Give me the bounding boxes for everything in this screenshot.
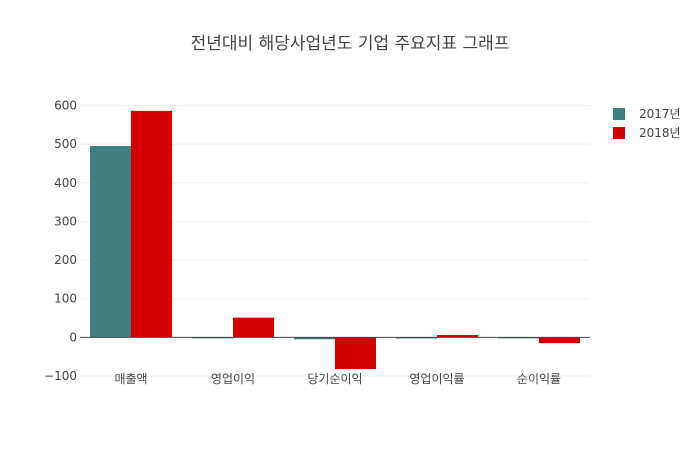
- x-axis-ticks: 매출액 영업이익 당기순이익 영업이익률 순이익률: [114, 372, 561, 386]
- y-tick-label: −100: [44, 369, 77, 383]
- legend-swatch[interactable]: [613, 127, 625, 139]
- bar-2018-1[interactable]: [131, 110, 172, 338]
- x-tick-label: 영업이익: [211, 372, 255, 386]
- legend-swatch[interactable]: [613, 108, 625, 120]
- bar-2018-5[interactable]: [539, 337, 580, 344]
- y-tick-label: 200: [54, 253, 77, 267]
- bar-2018-4[interactable]: [437, 335, 478, 338]
- bar-2017-1[interactable]: [90, 146, 131, 338]
- legend[interactable]: 2017년 2018년: [613, 107, 681, 140]
- y-tick-label: 400: [54, 176, 77, 190]
- y-tick-label: 600: [54, 98, 77, 112]
- y-axis-ticks: −100 0 100 200 300 400 500 600: [44, 98, 77, 383]
- x-tick-label: 순이익률: [517, 372, 561, 386]
- legend-label[interactable]: 2017년: [639, 107, 681, 121]
- bar-2018-3[interactable]: [335, 337, 376, 370]
- x-tick-label: 매출액: [114, 372, 147, 386]
- y-tick-label: 500: [54, 137, 77, 151]
- chart-title: 전년대비 해당사업년도 기업 주요지표 그래프: [191, 34, 510, 54]
- y-tick-label: 100: [54, 292, 77, 306]
- legend-label[interactable]: 2018년: [639, 126, 681, 140]
- bar-2017-3[interactable]: [294, 337, 335, 340]
- x-tick-label: 당기순이익: [307, 372, 362, 386]
- x-tick-label: 영업이익률: [409, 372, 464, 386]
- bars: [90, 110, 580, 370]
- bar-2018-2[interactable]: [233, 317, 274, 338]
- bar-2017-4[interactable]: [396, 337, 437, 339]
- y-tick-label: 0: [69, 330, 77, 344]
- y-tick-label: 300: [54, 214, 77, 228]
